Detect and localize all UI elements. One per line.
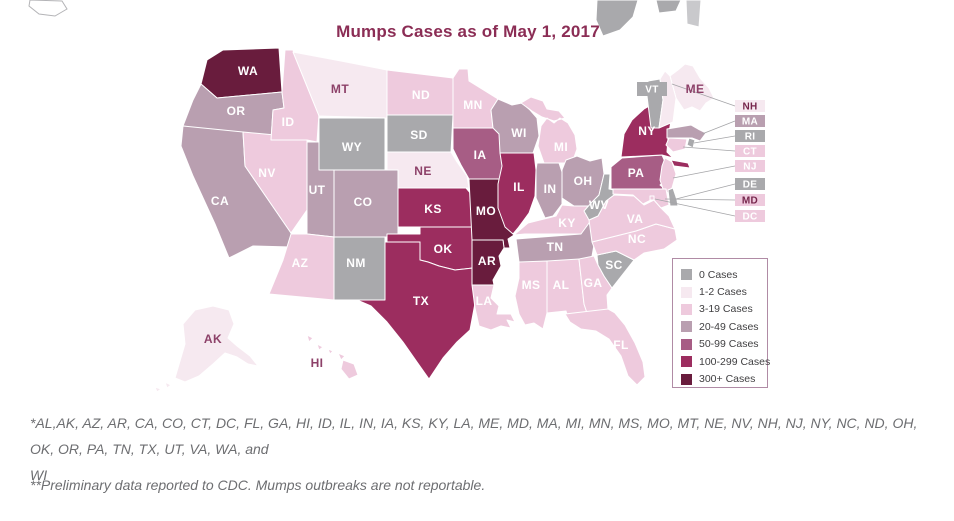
state-tx (356, 241, 477, 380)
legend-swatch (681, 269, 692, 281)
states-layer (154, 47, 715, 393)
callout-box-vt (637, 82, 667, 96)
legend-item: 50-99 Cases (681, 336, 767, 353)
legend-item: 100-299 Cases (681, 353, 771, 370)
state-wa (200, 47, 283, 99)
state-wi (490, 98, 540, 154)
legend-swatch (681, 321, 692, 333)
state-ms (514, 260, 548, 330)
legend-swatch (681, 356, 692, 368)
legend-rows: 0 Cases 1-2 Cases 3-19 Cases 20-49 Cases 50-… (681, 266, 771, 388)
footnote-line1: *AL,AK, AZ, AR, CA, CO, CT, DC, FL, GA, … (30, 415, 918, 457)
state-mn (452, 68, 499, 129)
callout-box-de (735, 178, 765, 190)
legend-item: 1-2 Cases (681, 283, 767, 300)
legend-label: 0 Cases (699, 268, 738, 281)
callout-box-nh (735, 100, 765, 112)
leader-ma (701, 120, 736, 135)
leader-ri (693, 135, 736, 144)
state-co (333, 169, 399, 238)
legend-item: 0 Cases (681, 266, 767, 283)
leader-nj (672, 165, 736, 179)
legend-item: 3-19 Cases (681, 301, 767, 318)
state-ri (686, 137, 696, 149)
state-ct (665, 137, 688, 153)
state-nm (333, 236, 386, 301)
state-va (588, 194, 676, 243)
callout-box-ri (735, 130, 765, 142)
state-ga (578, 255, 613, 314)
state-pa (610, 154, 670, 190)
legend-swatch (681, 338, 692, 350)
callout-box-md (735, 194, 765, 206)
legend-swatch (681, 303, 692, 315)
map-fragment-2 (595, 0, 639, 37)
legend-label: 300+ Cases (699, 373, 756, 386)
map-fragment-4 (685, 0, 702, 28)
state-wy (318, 117, 386, 171)
leader-nh (671, 83, 736, 107)
state-me (669, 63, 715, 112)
leader-md (664, 198, 736, 201)
map-fragment-1 (28, 0, 68, 17)
leader-de (675, 183, 736, 200)
state-mi (520, 96, 578, 164)
state-label-hi: HI (311, 356, 324, 370)
map-title: Mumps Cases as of May 1, 2017 (336, 22, 600, 41)
callout-box-ma (735, 115, 765, 127)
callout-box-dc (735, 210, 765, 222)
state-fl (564, 308, 646, 386)
callout-box-nj (735, 160, 765, 172)
legend-item: 300+ Cases (681, 370, 767, 387)
footnote-states-list: *AL,AK, AZ, AR, CA, CO, CT, DC, FL, GA, … (30, 410, 944, 488)
leader-dc (654, 198, 736, 217)
footnote-preliminary: **Preliminary data reported to CDC. Mump… (30, 477, 486, 493)
map-edge-fragments (28, 0, 702, 37)
map-fragment-3 (655, 0, 682, 14)
callout-leader-lines (654, 83, 736, 217)
footnote-line2: WI (30, 467, 48, 483)
state-la (471, 284, 516, 331)
state-in (535, 162, 563, 219)
state-sd (386, 114, 454, 153)
state-dc (649, 195, 655, 201)
legend: 0 Cases 1-2 Cases 3-19 Cases 20-49 Cases 50-… (672, 258, 771, 388)
state-nd (386, 69, 454, 116)
state-de (667, 187, 679, 207)
state-wv (583, 173, 615, 221)
legend-label: 1-2 Cases (699, 286, 747, 299)
legend-label: 3-19 Cases (699, 303, 753, 316)
state-ak (154, 305, 259, 393)
leader-ct (682, 146, 736, 152)
legend-label: 20-49 Cases (699, 320, 759, 333)
legend-item: 20-49 Cases (681, 318, 767, 335)
state-ar (471, 239, 505, 286)
callout-box-ct (735, 145, 765, 157)
legend-swatch (681, 373, 692, 385)
legend-swatch (681, 286, 692, 298)
state-ks (397, 187, 473, 228)
legend-label: 50-99 Cases (699, 338, 759, 351)
state-hi (306, 334, 359, 380)
state-il (497, 152, 537, 235)
legend-label: 100-299 Cases (699, 355, 771, 368)
